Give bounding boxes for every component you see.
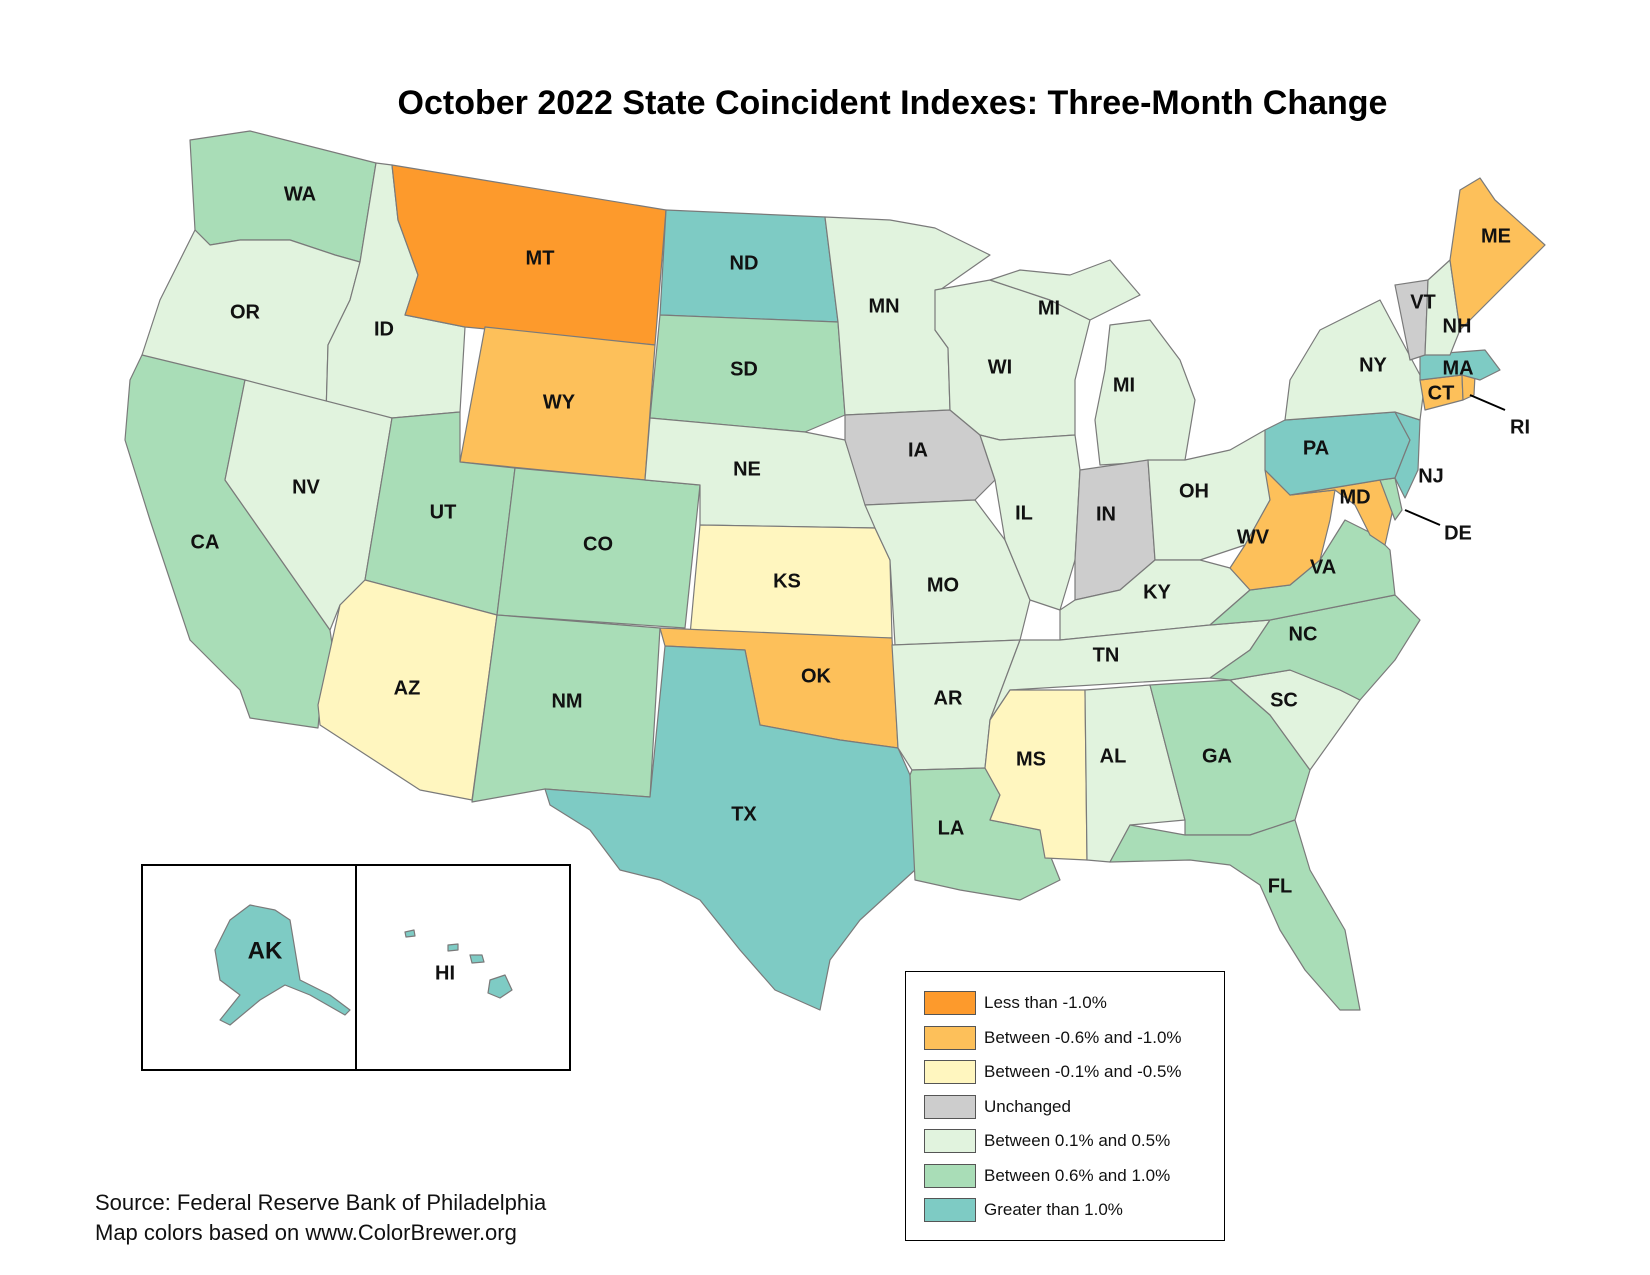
state-label-ky: KY <box>1143 581 1171 603</box>
state-label-ak: AK <box>248 937 283 964</box>
state-label-mi: MI <box>1113 374 1135 396</box>
state-label-al: AL <box>1100 745 1127 767</box>
state-label-mt: MT <box>526 247 555 269</box>
state-label-ok: OK <box>801 665 832 687</box>
de-leader-line <box>1404 509 1441 526</box>
legend-swatch <box>924 991 976 1015</box>
state-label-az: AZ <box>394 677 421 699</box>
ri-leader-line <box>1469 394 1506 411</box>
state-label-wy: WY <box>543 391 576 413</box>
legend-item: Less than -1.0% <box>924 990 1107 1016</box>
state-label-vt: VT <box>1410 291 1436 313</box>
state-label-ms: MS <box>1016 748 1046 770</box>
legend-item: Between 0.6% and 1.0% <box>924 1163 1170 1189</box>
state-label-nh: NH <box>1443 315 1472 337</box>
state-label-co: CO <box>583 533 613 555</box>
state-label-wv: WV <box>1237 526 1270 548</box>
legend-item: Greater than 1.0% <box>924 1197 1123 1223</box>
state-label-ca: CA <box>191 531 220 553</box>
state-label-tx: TX <box>731 803 757 825</box>
state-label-wa: WA <box>284 183 316 205</box>
state-label-pa: PA <box>1303 437 1329 459</box>
state-label-mn: MN <box>868 295 899 317</box>
legend-swatch <box>924 1198 976 1222</box>
state-label-fl: FL <box>1268 875 1292 897</box>
state-ak <box>214 904 351 1026</box>
state-label-nv: NV <box>292 476 320 498</box>
legend-swatch <box>924 1060 976 1084</box>
state-label-nm: NM <box>551 690 582 712</box>
state-fl <box>1109 819 1361 1011</box>
legend-swatch <box>924 1025 976 1050</box>
state-label-tn: TN <box>1093 644 1120 666</box>
colorbrewer-credit: Map colors based on www.ColorBrewer.org <box>95 1220 517 1245</box>
legend-item: Between -0.6% and -1.0% <box>924 1025 1182 1051</box>
state-label-md: MD <box>1339 486 1370 508</box>
state-label-me: ME <box>1481 225 1511 247</box>
state-label-nj: NJ <box>1418 465 1444 487</box>
state-label-or: OR <box>230 301 261 323</box>
legend-label: Between -0.1% and -0.5% <box>984 1062 1182 1081</box>
state-label-nd: ND <box>730 252 759 274</box>
state-label-ct: CT <box>1428 382 1455 404</box>
source-note: Source: Federal Reserve Bank of Philadel… <box>95 1188 546 1248</box>
state-label-ne: NE <box>733 458 761 480</box>
state-co <box>496 467 701 629</box>
state-label-ma: MA <box>1442 357 1473 379</box>
state-hi <box>404 929 513 999</box>
legend-swatch <box>924 1163 976 1188</box>
state-label-sd: SD <box>730 358 758 380</box>
state-label-ks: KS <box>773 570 801 592</box>
state-sd <box>649 314 846 433</box>
legend-label: Greater than 1.0% <box>984 1200 1123 1219</box>
state-label-hi: HI <box>435 962 455 984</box>
legend: Less than -1.0% Between -0.6% and -1.0% Be… <box>905 971 1225 1241</box>
state-label-sc: SC <box>1270 689 1298 711</box>
legend-label: Between -0.6% and -1.0% <box>984 1027 1182 1047</box>
state-label-in: IN <box>1096 503 1116 525</box>
state-label-va: VA <box>1310 556 1336 578</box>
hawaii-inset-box <box>355 864 571 1071</box>
state-wv <box>1229 469 1336 591</box>
state-mi-up <box>989 259 1141 321</box>
state-label-id: ID <box>374 318 394 340</box>
state-label-mi-up: MI <box>1038 297 1060 319</box>
state-az <box>317 579 498 801</box>
state-mi <box>1094 319 1196 466</box>
legend-swatch <box>924 1094 976 1119</box>
state-ma <box>1419 349 1501 381</box>
state-nc <box>1209 594 1421 701</box>
state-label-il: IL <box>1015 502 1033 524</box>
state-label-oh: OH <box>1179 480 1209 502</box>
state-label-ny: NY <box>1359 354 1387 376</box>
legend-label: Between 0.6% and 1.0% <box>984 1165 1171 1185</box>
legend-item: Unchanged <box>924 1094 1071 1120</box>
state-label-ut: UT <box>430 501 457 523</box>
state-nh <box>1424 259 1461 356</box>
state-label-de: DE <box>1444 522 1472 544</box>
state-label-wi: WI <box>988 356 1012 378</box>
state-ks <box>689 524 893 639</box>
state-label-nc: NC <box>1289 623 1318 645</box>
source-line: Source: Federal Reserve Bank of Philadel… <box>95 1190 547 1215</box>
state-label-la: LA <box>938 817 965 839</box>
legend-label: Less than -1.0% <box>984 993 1107 1012</box>
state-label-ar: AR <box>934 687 963 709</box>
legend-item: Between 0.1% and 0.5% <box>924 1128 1170 1154</box>
state-label-ia: IA <box>908 439 928 461</box>
state-me <box>1449 177 1546 331</box>
legend-label: Unchanged <box>984 1096 1071 1116</box>
legend-swatch <box>924 1129 976 1153</box>
legend-label: Between 0.1% and 0.5% <box>984 1131 1171 1150</box>
state-il <box>979 434 1081 611</box>
state-label-mo: MO <box>927 574 959 596</box>
map-title: October 2022 State Coincident Indexes: T… <box>397 84 1388 122</box>
state-label-ga: GA <box>1202 745 1232 767</box>
state-label-ri: RI <box>1510 416 1530 438</box>
state-tx <box>544 645 916 1011</box>
legend-item: Between -0.1% and -0.5% <box>924 1059 1182 1085</box>
state-labels: WA OR CA ID NV MT WY UT AZ CO NM ND SD N… <box>191 183 1530 984</box>
